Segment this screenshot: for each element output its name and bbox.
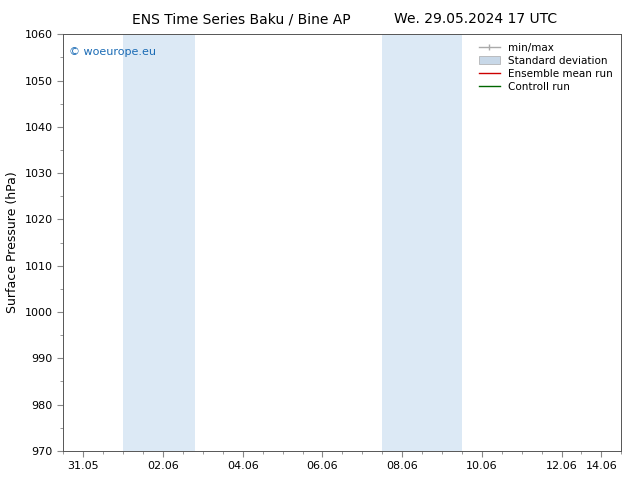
Bar	[123, 34, 195, 451]
Legend: min/max, Standard deviation, Ensemble mean run, Controll run: min/max, Standard deviation, Ensemble me…	[475, 39, 617, 96]
Bar	[382, 34, 462, 451]
Text: ENS Time Series Baku / Bine AP: ENS Time Series Baku / Bine AP	[132, 12, 350, 26]
Y-axis label: Surface Pressure (hPa): Surface Pressure (hPa)	[6, 172, 19, 314]
Text: © woeurope.eu: © woeurope.eu	[69, 47, 156, 57]
Text: We. 29.05.2024 17 UTC: We. 29.05.2024 17 UTC	[394, 12, 557, 26]
